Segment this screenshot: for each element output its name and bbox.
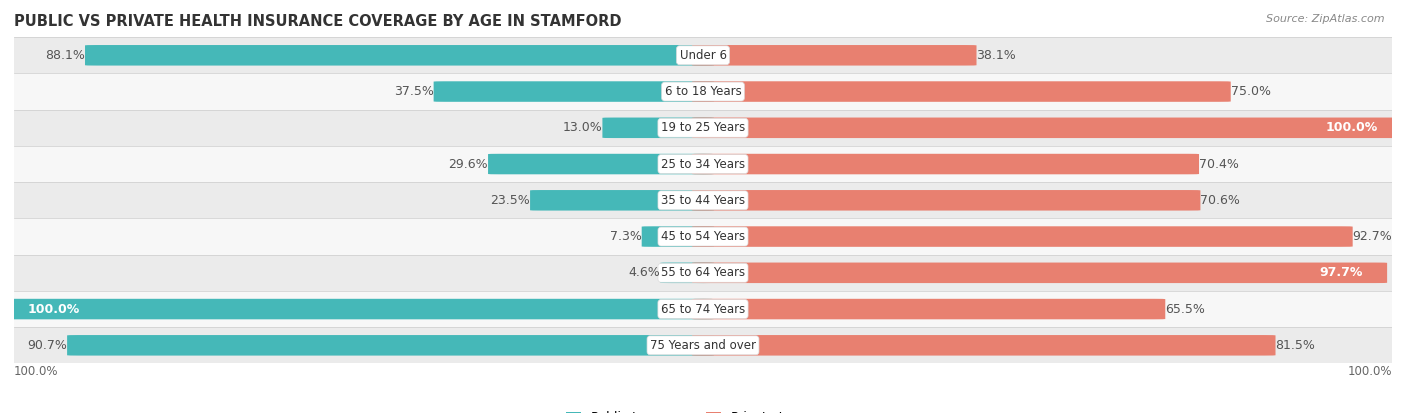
Text: 29.6%: 29.6% — [449, 157, 488, 171]
Text: 65 to 74 Years: 65 to 74 Years — [661, 303, 745, 316]
Text: 7.3%: 7.3% — [610, 230, 641, 243]
Bar — [14, 110, 1392, 146]
FancyBboxPatch shape — [692, 226, 1353, 247]
Text: 75 Years and over: 75 Years and over — [650, 339, 756, 352]
FancyBboxPatch shape — [692, 81, 1230, 102]
Bar — [14, 291, 1392, 327]
Text: 4.6%: 4.6% — [628, 266, 661, 279]
Text: 45 to 54 Years: 45 to 54 Years — [661, 230, 745, 243]
Bar — [14, 182, 1392, 218]
Text: 100.0%: 100.0% — [1347, 365, 1392, 378]
FancyBboxPatch shape — [602, 118, 714, 138]
Text: Source: ZipAtlas.com: Source: ZipAtlas.com — [1267, 14, 1385, 24]
Bar — [14, 74, 1392, 110]
Text: 19 to 25 Years: 19 to 25 Years — [661, 121, 745, 134]
FancyBboxPatch shape — [530, 190, 714, 211]
FancyBboxPatch shape — [3, 299, 714, 319]
FancyBboxPatch shape — [661, 263, 714, 283]
FancyBboxPatch shape — [488, 154, 714, 174]
Bar — [14, 218, 1392, 255]
Text: 81.5%: 81.5% — [1275, 339, 1316, 352]
FancyBboxPatch shape — [692, 45, 977, 66]
Text: 97.7%: 97.7% — [1319, 266, 1362, 279]
FancyBboxPatch shape — [692, 263, 1388, 283]
Text: 100.0%: 100.0% — [28, 303, 80, 316]
FancyBboxPatch shape — [433, 81, 714, 102]
Text: Under 6: Under 6 — [679, 49, 727, 62]
Text: 65.5%: 65.5% — [1166, 303, 1205, 316]
Bar — [14, 255, 1392, 291]
Text: 55 to 64 Years: 55 to 64 Years — [661, 266, 745, 279]
Text: 90.7%: 90.7% — [27, 339, 67, 352]
FancyBboxPatch shape — [692, 190, 1201, 211]
Text: 37.5%: 37.5% — [394, 85, 433, 98]
Bar — [14, 146, 1392, 182]
Text: 75.0%: 75.0% — [1230, 85, 1271, 98]
Text: 100.0%: 100.0% — [1326, 121, 1378, 134]
Text: 35 to 44 Years: 35 to 44 Years — [661, 194, 745, 207]
Bar — [14, 327, 1392, 363]
Text: 6 to 18 Years: 6 to 18 Years — [665, 85, 741, 98]
FancyBboxPatch shape — [641, 226, 714, 247]
FancyBboxPatch shape — [84, 45, 714, 66]
Text: 23.5%: 23.5% — [491, 194, 530, 207]
FancyBboxPatch shape — [692, 154, 1199, 174]
FancyBboxPatch shape — [692, 335, 1275, 356]
Text: 13.0%: 13.0% — [562, 121, 602, 134]
Text: PUBLIC VS PRIVATE HEALTH INSURANCE COVERAGE BY AGE IN STAMFORD: PUBLIC VS PRIVATE HEALTH INSURANCE COVER… — [14, 14, 621, 29]
FancyBboxPatch shape — [692, 299, 1166, 319]
FancyBboxPatch shape — [67, 335, 714, 356]
Legend: Public Insurance, Private Insurance: Public Insurance, Private Insurance — [561, 406, 845, 413]
Text: 88.1%: 88.1% — [45, 49, 84, 62]
FancyBboxPatch shape — [692, 118, 1403, 138]
Text: 38.1%: 38.1% — [977, 49, 1017, 62]
Text: 25 to 34 Years: 25 to 34 Years — [661, 157, 745, 171]
Text: 70.4%: 70.4% — [1199, 157, 1239, 171]
Text: 70.6%: 70.6% — [1201, 194, 1240, 207]
Text: 100.0%: 100.0% — [14, 365, 59, 378]
Text: 92.7%: 92.7% — [1353, 230, 1392, 243]
Bar — [14, 37, 1392, 74]
